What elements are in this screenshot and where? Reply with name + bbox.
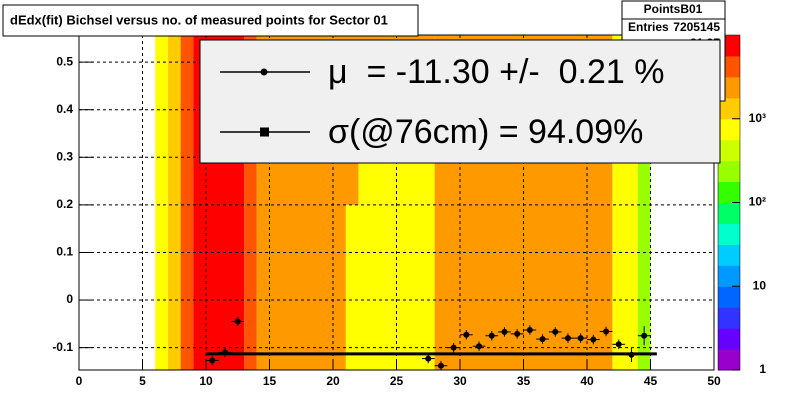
palette-band: [718, 349, 740, 371]
x-tick-label: 30: [453, 374, 467, 388]
x-tick-label: 15: [263, 374, 277, 388]
point: [552, 328, 559, 335]
legend-entry: σ(@76cm) = 94.09%: [328, 113, 643, 151]
title-box: [2, 4, 419, 37]
palette-band: [718, 328, 740, 350]
y-tick-label: -0.1: [52, 340, 73, 354]
palette-band: [718, 160, 740, 183]
palette-band: [718, 244, 740, 266]
x-tick-label: 5: [139, 374, 146, 388]
palette-band: [718, 118, 740, 141]
point: [603, 328, 610, 335]
point: [564, 335, 571, 342]
point: [590, 336, 597, 343]
palette-band: [718, 181, 740, 203]
z-tick-label: 10: [753, 278, 767, 292]
x-tick-label: 40: [580, 374, 594, 388]
palette-band: [718, 97, 740, 120]
x-tick-label: 0: [76, 374, 83, 388]
x-tick-label: 35: [517, 374, 531, 388]
stats-value: 7205145: [673, 20, 720, 34]
point: [501, 328, 508, 335]
point: [476, 343, 483, 350]
y-tick-label: 0.5: [56, 54, 73, 68]
legend-marker: [260, 68, 268, 76]
legend-entry: μ = -11.30 +/- 0.21 %: [328, 53, 664, 91]
y-tick-label: 0.1: [56, 245, 73, 259]
point: [425, 355, 432, 362]
x-tick-label: 20: [326, 374, 340, 388]
palette-band: [718, 307, 740, 329]
point: [514, 330, 521, 337]
palette-band: [718, 265, 740, 287]
stats-name: Entries: [628, 20, 669, 34]
z-tick-label: 10²: [749, 195, 766, 209]
palette-band: [718, 223, 740, 245]
point: [539, 336, 546, 343]
y-tick-label: 0: [66, 292, 73, 306]
point: [628, 351, 635, 358]
point: [488, 332, 495, 339]
point: [222, 349, 229, 356]
point: [234, 318, 241, 325]
palette-band: [718, 202, 740, 224]
chart-title: dEdx(fit) Bichsel versus no. of measured…: [10, 12, 388, 27]
cell: [180, 35, 194, 370]
point: [463, 331, 470, 338]
x-tick-label: 50: [707, 374, 721, 388]
cell: [345, 204, 435, 370]
z-tick-label: 10³: [749, 111, 766, 125]
stats-title: PointsB01: [644, 2, 703, 16]
y-tick-label: 0.2: [56, 197, 73, 211]
cell: [155, 35, 168, 370]
point: [641, 332, 648, 339]
z-tick-label: 1: [759, 362, 766, 376]
y-tick-label: 0.3: [56, 149, 73, 163]
point: [437, 362, 444, 369]
legend-marker: [260, 127, 269, 137]
point: [577, 335, 584, 342]
x-tick-label: 10: [199, 374, 213, 388]
y-tick-label: 0.4: [56, 102, 73, 116]
point: [209, 357, 216, 364]
x-tick-label: 45: [644, 374, 658, 388]
palette-band: [718, 139, 740, 162]
cell: [167, 35, 181, 370]
point: [615, 341, 622, 348]
palette-band: [718, 286, 740, 308]
point: [450, 344, 457, 351]
point: [526, 327, 533, 334]
legend-box: [199, 39, 721, 164]
x-tick-label: 25: [390, 374, 404, 388]
